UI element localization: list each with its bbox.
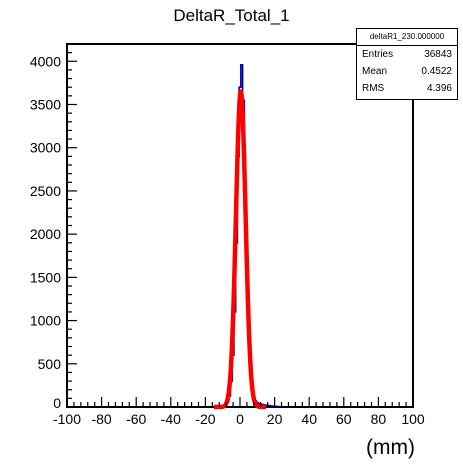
x-tick-label: 60: [336, 411, 352, 427]
chart-title: DeltaR_Total_1: [173, 6, 290, 25]
y-tick-label: 3000: [30, 140, 61, 156]
y-tick-label: 1500: [30, 269, 61, 285]
y-tick-label: 1000: [30, 313, 61, 329]
fit-line: [212, 89, 268, 410]
stats-row-rms: RMS 4.396: [357, 80, 457, 97]
x-tick-label: -40: [161, 411, 181, 427]
histogram-bin: [275, 406, 277, 407]
x-tick-label: -80: [91, 411, 111, 427]
histogram-bin: [270, 406, 272, 407]
x-axis-unit-label: (mm): [366, 436, 415, 459]
stats-label: Entries: [362, 49, 394, 60]
histogram-bin: [272, 406, 274, 407]
y-tick-label: 2000: [30, 226, 61, 242]
stats-value: 0.4522: [421, 66, 452, 77]
gaussian-fit-curve: [212, 89, 268, 410]
y-axis-ticks: 500 1000 1500 2000 2500 3000 3500 4000 0: [30, 43, 77, 411]
x-tick-label: -60: [126, 411, 146, 427]
y-tick-label: 2500: [30, 183, 61, 199]
stats-box: deltaR1_230.000000 Entries 36843 Mean 0.…: [356, 28, 458, 100]
x-tick-label: 0: [236, 411, 244, 427]
x-tick-label: -20: [195, 411, 215, 427]
y-tick-label: 4000: [30, 53, 61, 69]
x-tick-label: -100: [53, 411, 81, 427]
x-tick-label: 80: [371, 411, 387, 427]
y-tick-label: 3500: [30, 97, 61, 113]
stats-row-mean: Mean 0.4522: [357, 63, 457, 80]
x-tick-label: 20: [267, 411, 283, 427]
stats-row-entries: Entries 36843: [357, 46, 457, 63]
stats-value: 4.396: [426, 83, 452, 94]
stats-label: Mean: [362, 66, 388, 77]
stats-box-name: deltaR1_230.000000: [357, 29, 457, 46]
histogram-bin: [269, 406, 271, 407]
x-tick-label: 40: [301, 411, 317, 427]
x-axis-ticks: -100 -80 -60 -40 -20 0 20 40 60 80 100: [53, 397, 425, 427]
stats-label: RMS: [362, 83, 385, 94]
y-tick-label: 500: [38, 356, 62, 372]
x-tick-label: 100: [401, 411, 425, 427]
y-tick-label: 0: [53, 395, 61, 411]
stats-value: 36843: [424, 49, 452, 60]
